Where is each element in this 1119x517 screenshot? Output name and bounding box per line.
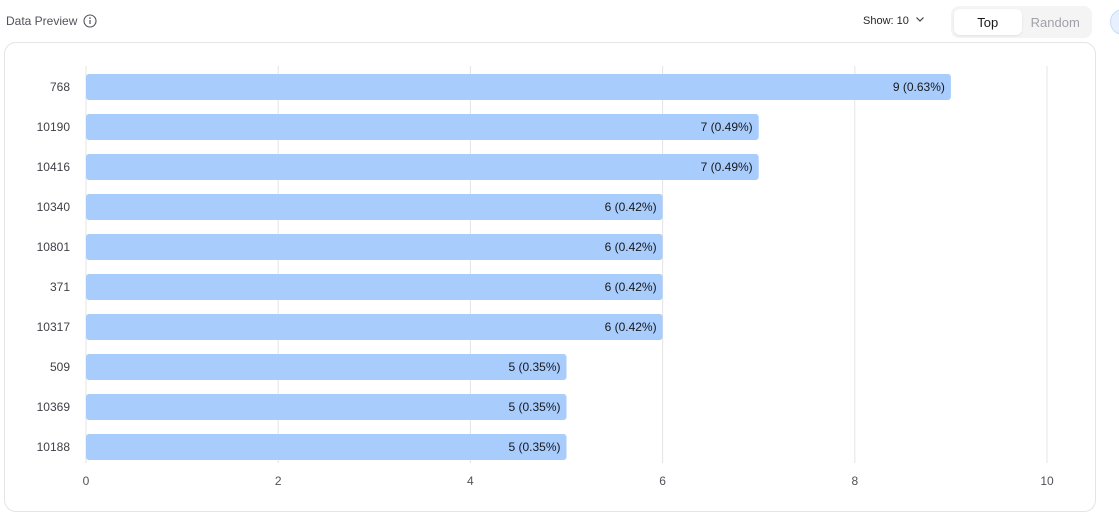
bar-value-label: 6 (0.42%) (605, 320, 657, 334)
bar-value-label: 7 (0.49%) (701, 160, 753, 174)
bar-value-label: 6 (0.42%) (605, 280, 657, 294)
tab-top[interactable]: Top (954, 9, 1022, 35)
show-count-select[interactable]: Show: 10 (863, 14, 925, 27)
category-label: 10190 (37, 120, 71, 134)
bar (86, 274, 663, 300)
bar-value-label: 5 (0.35%) (508, 360, 560, 374)
category-label: 10188 (37, 440, 71, 454)
category-label: 509 (50, 360, 70, 374)
category-label: 10317 (37, 320, 71, 334)
bar-value-label: 6 (0.42%) (605, 240, 657, 254)
bar-value-label: 5 (0.35%) (508, 440, 560, 454)
category-label: 768 (50, 80, 70, 94)
category-label: 10416 (37, 160, 71, 174)
bar (86, 354, 567, 380)
bar-value-label: 5 (0.35%) (508, 400, 560, 414)
bar (86, 194, 663, 220)
tab-random[interactable]: Random (1030, 14, 1080, 30)
bar (86, 74, 951, 100)
bar (86, 434, 567, 460)
bar-value-label: 6 (0.42%) (605, 200, 657, 214)
info-circle-icon[interactable] (83, 14, 97, 28)
bar-value-label: 7 (0.49%) (701, 120, 753, 134)
x-tick-label: 8 (851, 474, 858, 488)
sort-mode-toggle: Top Random (951, 6, 1092, 38)
chevron-down-icon (915, 14, 925, 27)
category-label: 10801 (37, 240, 71, 254)
category-label: 10369 (37, 400, 71, 414)
data-preview-header: Data Preview (6, 14, 97, 28)
x-tick-label: 2 (275, 474, 282, 488)
show-count-label: Show: 10 (863, 14, 909, 27)
x-tick-label: 4 (467, 474, 474, 488)
bar (86, 394, 567, 420)
bar (86, 234, 663, 260)
x-tick-label: 10 (1040, 474, 1054, 488)
x-tick-label: 6 (659, 474, 666, 488)
bar (86, 154, 759, 180)
category-label: 10340 (37, 200, 71, 214)
bar (86, 314, 663, 340)
category-label: 371 (50, 280, 70, 294)
page-title: Data Preview (6, 14, 78, 28)
bar (86, 114, 759, 140)
x-tick-label: 0 (83, 474, 90, 488)
bar-value-label: 9 (0.63%) (893, 80, 945, 94)
